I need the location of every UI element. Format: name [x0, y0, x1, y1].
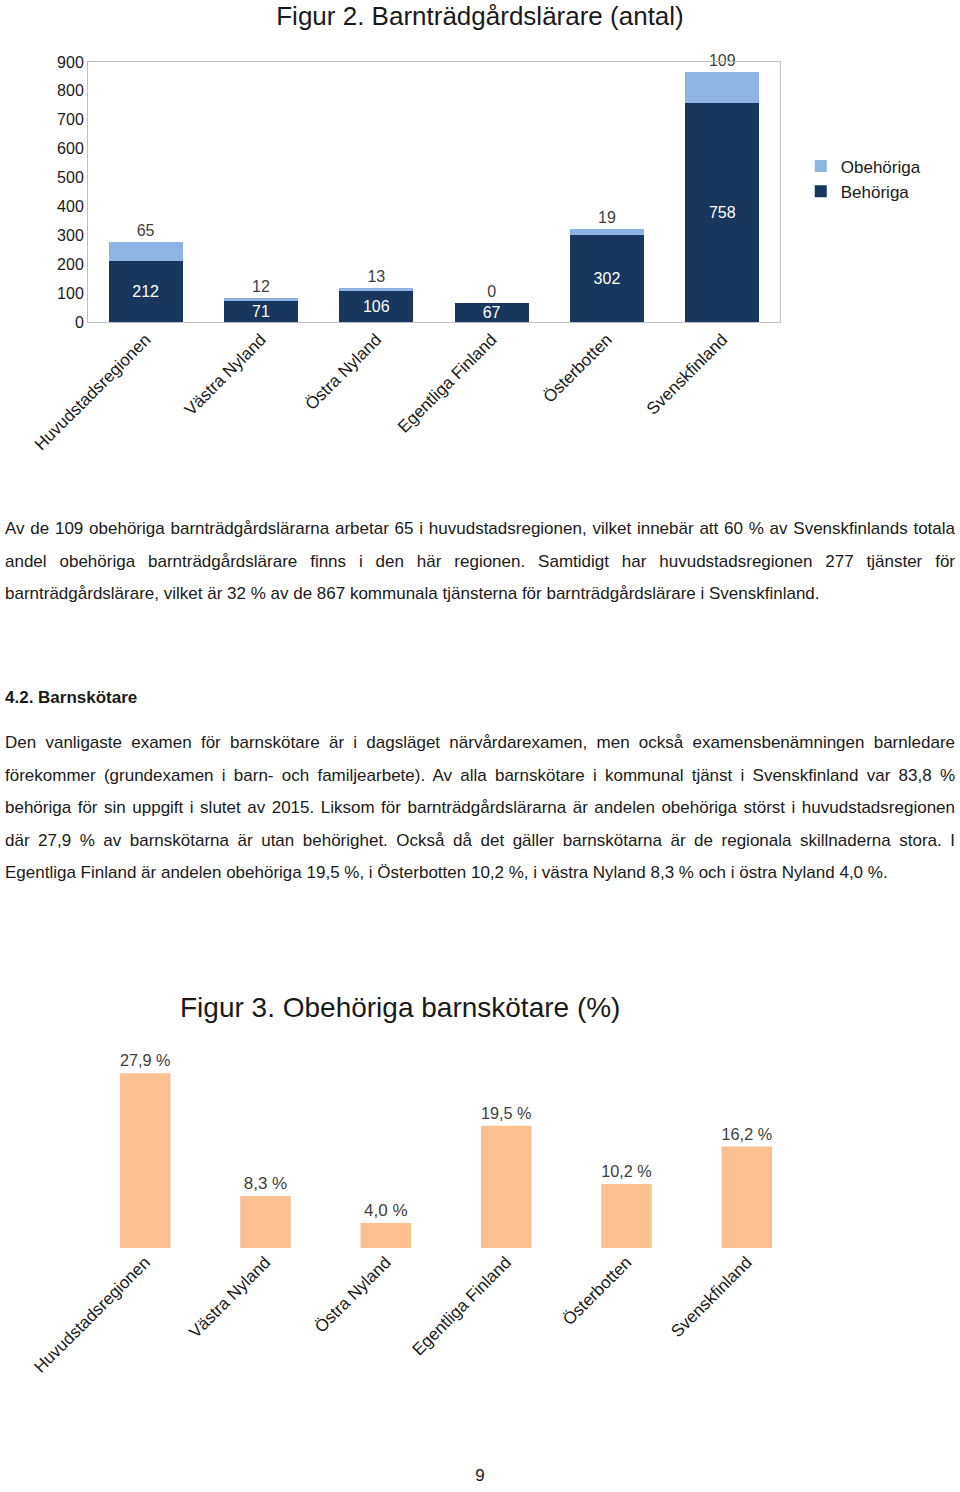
html-text:Av de 109 obehöriga barnträdgå: Av de 109 obehöriga barnträdgårdslärarna… [5, 519, 955, 603]
svg-text:71: 71 [252, 303, 270, 320]
svg-text:Figur 2. Barnträdgårdslärare (: Figur 2. Barnträdgårdslärare (antal) [276, 1, 684, 31]
svg-text:Egentliga Finland: Egentliga Finland [394, 330, 500, 436]
svg-text:12: 12 [252, 278, 270, 295]
svg-text:Östra Nyland: Östra Nyland [302, 330, 386, 414]
svg-text:27,9 %: 27,9 % [120, 1051, 171, 1069]
svg-text:900: 900 [57, 54, 84, 71]
svg-text:0: 0 [487, 283, 496, 300]
svg-text:109: 109 [709, 52, 736, 69]
html-text:4.2. Barnskötare: 4.2. Barnskötare [5, 688, 138, 707]
svg-text:16,2 %: 16,2 % [722, 1125, 773, 1143]
svg-text:Svenskfinland: Svenskfinland [667, 1253, 755, 1341]
svg-text:19: 19 [598, 209, 616, 226]
svg-text:Egentliga Finland: Egentliga Finland [409, 1253, 515, 1359]
svg-text:Behöriga: Behöriga [841, 183, 910, 202]
svg-text:302: 302 [594, 270, 621, 287]
svg-text:200: 200 [57, 256, 84, 273]
svg-text:4,0 %: 4,0 % [364, 1201, 407, 1220]
svg-text:500: 500 [57, 169, 84, 186]
svg-text:0: 0 [75, 314, 84, 331]
html-text:Den vanligaste examen för barn: Den vanligaste examen för barnskötare är… [5, 733, 955, 882]
svg-text:Västra Nyland: Västra Nyland [181, 330, 270, 419]
svg-text:Svenskfinland: Svenskfinland [643, 330, 731, 418]
svg-text:Västra Nyland: Västra Nyland [185, 1253, 274, 1342]
svg-text:67: 67 [483, 304, 501, 321]
svg-text:8,3 %: 8,3 % [244, 1174, 287, 1193]
svg-text:13: 13 [367, 268, 385, 285]
svg-text:400: 400 [57, 198, 84, 215]
svg-text:Österbotten: Österbotten [540, 330, 616, 406]
svg-text:19,5 %: 19,5 % [481, 1104, 532, 1122]
svg-text:100: 100 [57, 285, 84, 302]
svg-text:65: 65 [137, 222, 155, 239]
svg-text:Obehöriga: Obehöriga [841, 158, 921, 177]
svg-text:Östra Nyland: Östra Nyland [311, 1253, 395, 1337]
svg-text:300: 300 [57, 227, 84, 244]
svg-text:758: 758 [709, 204, 736, 221]
svg-text:Huvudstadsregionen: Huvudstadsregionen [31, 330, 155, 454]
svg-text:600: 600 [57, 140, 84, 157]
svg-text:700: 700 [57, 111, 84, 128]
svg-text:212: 212 [132, 283, 159, 300]
svg-text:Figur 3. Obehöriga barnskötare: Figur 3. Obehöriga barnskötare (%) [180, 992, 620, 1023]
svg-text:Österbotten: Österbotten [559, 1253, 635, 1329]
svg-text:800: 800 [57, 82, 84, 99]
svg-text:106: 106 [363, 298, 390, 315]
html-text:9: 9 [475, 1466, 485, 1485]
svg-text:10,2 %: 10,2 % [601, 1162, 652, 1180]
svg-text:Huvudstadsregionen: Huvudstadsregionen [30, 1253, 154, 1377]
